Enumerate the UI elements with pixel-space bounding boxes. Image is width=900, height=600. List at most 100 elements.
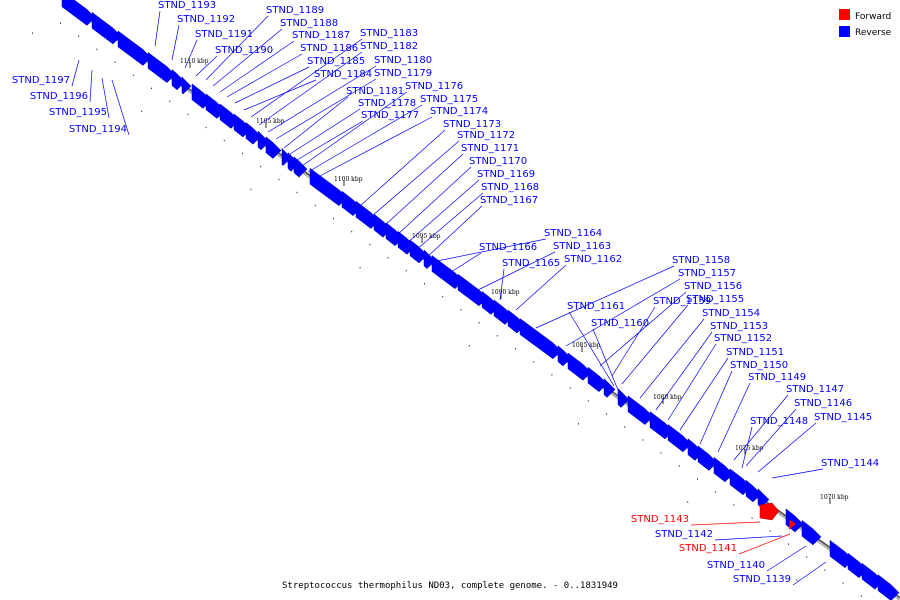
gene-label[interactable]: STND_1191 <box>195 29 253 40</box>
gene-label[interactable]: STND_1147 <box>786 384 844 395</box>
scale-dot <box>32 32 33 34</box>
gene-label[interactable]: STND_1158 <box>672 255 730 266</box>
gene-label[interactable]: STND_1165 <box>502 258 560 269</box>
gene-label[interactable]: STND_1155 <box>686 294 744 305</box>
gene-label[interactable]: STND_1170 <box>469 156 527 167</box>
gene-label[interactable]: STND_1185 <box>307 56 365 67</box>
gene-label[interactable]: STND_1140 <box>707 560 765 571</box>
label-leader-line <box>599 291 687 367</box>
gene-label[interactable]: STND_1143 <box>631 514 689 525</box>
gene-arrow <box>627 395 654 426</box>
gene-label[interactable]: STND_1151 <box>726 347 784 358</box>
scale-dot <box>806 556 808 558</box>
label-leader-line <box>741 426 753 469</box>
gene-label[interactable]: STND_1149 <box>748 372 806 383</box>
gene-label[interactable]: STND_1194 <box>69 124 127 135</box>
gene-label[interactable]: STND_1196 <box>30 91 88 102</box>
scale-tick-label: 1080 kbp <box>653 394 682 401</box>
gene-label[interactable]: STND_1187 <box>292 30 350 41</box>
gene-label[interactable]: STND_1181 <box>346 86 404 97</box>
legend: Forward Reverse <box>839 9 892 38</box>
gene-arrow <box>265 136 282 159</box>
gene-arrow <box>757 488 770 509</box>
gene-label[interactable]: STND_1183 <box>360 28 418 39</box>
gene-arrow <box>61 0 96 26</box>
gene-label[interactable]: STND_1171 <box>461 143 519 154</box>
gene-label[interactable]: STND_1182 <box>360 41 418 52</box>
gene-label[interactable]: STND_1168 <box>481 182 539 193</box>
label-leader-line <box>447 252 482 275</box>
gene-label[interactable]: STND_1190 <box>215 45 273 56</box>
gene-label[interactable]: STND_1142 <box>655 529 713 540</box>
gene-label[interactable]: STND_1197 <box>12 75 70 86</box>
label-leader-line <box>111 79 130 136</box>
scale-dot <box>132 74 134 77</box>
gene-label[interactable]: STND_1153 <box>710 321 768 332</box>
gene-label[interactable]: STND_1160 <box>591 318 649 329</box>
gene-label[interactable]: STND_1154 <box>702 308 760 319</box>
scale-dot <box>587 400 589 402</box>
scale-dot <box>796 579 798 581</box>
scale-dot <box>60 22 61 24</box>
gene-label[interactable]: STND_1178 <box>358 98 416 109</box>
genome-caption: Streptococcus thermophilus ND03, complet… <box>282 581 618 591</box>
gene-label[interactable]: STND_1167 <box>480 195 538 206</box>
scale-dot <box>442 295 444 298</box>
label-leader-line <box>771 468 824 479</box>
scale-dot <box>733 504 735 506</box>
scale-dot <box>578 423 579 425</box>
gene-label[interactable]: STND_1188 <box>280 18 338 29</box>
gene-label[interactable]: STND_1161 <box>567 301 625 312</box>
label-leader-line <box>477 251 556 291</box>
gene-arrow <box>567 352 592 381</box>
gene-label[interactable]: STND_1144 <box>821 458 879 469</box>
gene-arrow <box>309 167 348 207</box>
gene-label[interactable]: STND_1141 <box>679 543 737 554</box>
gene-label[interactable]: STND_1192 <box>177 14 235 25</box>
label-leader-line <box>250 38 363 118</box>
gene-label[interactable]: STND_1193 <box>158 0 216 11</box>
label-leader-line <box>592 328 619 391</box>
gene-label[interactable]: STND_1146 <box>794 398 852 409</box>
label-leader-line <box>425 205 483 259</box>
gene-label[interactable]: STND_1164 <box>544 228 602 239</box>
label-leader-line <box>205 15 269 81</box>
gene-label[interactable]: STND_1139 <box>733 574 791 585</box>
gene-label[interactable]: STND_1166 <box>479 242 537 253</box>
label-leader-line <box>499 268 505 301</box>
gene-label[interactable]: STND_1184 <box>314 69 372 80</box>
gene-label[interactable]: STND_1175 <box>420 94 478 105</box>
gene-label[interactable]: STND_1156 <box>684 281 742 292</box>
gene-label[interactable]: STND_1186 <box>300 43 358 54</box>
scale-tick-label: 1110 kbp <box>180 58 209 65</box>
scale-dot <box>460 309 462 311</box>
gene-label[interactable]: STND_1152 <box>714 333 772 344</box>
gene-label[interactable]: STND_1169 <box>477 169 535 180</box>
gene-label[interactable]: STND_1180 <box>374 55 432 66</box>
gene-label[interactable]: STND_1173 <box>443 119 501 130</box>
gene-label[interactable]: STND_1177 <box>361 110 419 121</box>
gene-label[interactable]: STND_1148 <box>750 416 808 427</box>
gene-label[interactable]: STND_1179 <box>374 68 432 79</box>
gene-label[interactable]: STND_1172 <box>457 130 515 141</box>
scale-dot <box>478 322 480 324</box>
gene-label[interactable]: STND_1174 <box>430 106 488 117</box>
gene-label[interactable]: STND_1195 <box>49 107 107 118</box>
scale-dot <box>333 217 334 220</box>
gene-label[interactable]: STND_1162 <box>564 254 622 265</box>
label-leader-line <box>699 370 733 445</box>
gene-label[interactable]: STND_1150 <box>730 360 788 371</box>
label-leaders-layer <box>71 10 827 586</box>
gene-label[interactable]: STND_1145 <box>814 412 872 423</box>
scale-dot <box>697 478 698 480</box>
gene-label[interactable]: STND_1176 <box>405 81 463 92</box>
gene-arrow <box>409 239 428 264</box>
gene-label[interactable]: STND_1189 <box>266 5 324 16</box>
gene-label[interactable]: STND_1163 <box>553 241 611 252</box>
gene-label[interactable]: STND_1157 <box>678 268 736 279</box>
scale-dot <box>751 517 753 519</box>
label-leader-line <box>154 10 161 47</box>
label-leader-line <box>383 153 464 227</box>
gene-label[interactable]: STND_1159 <box>653 296 711 307</box>
